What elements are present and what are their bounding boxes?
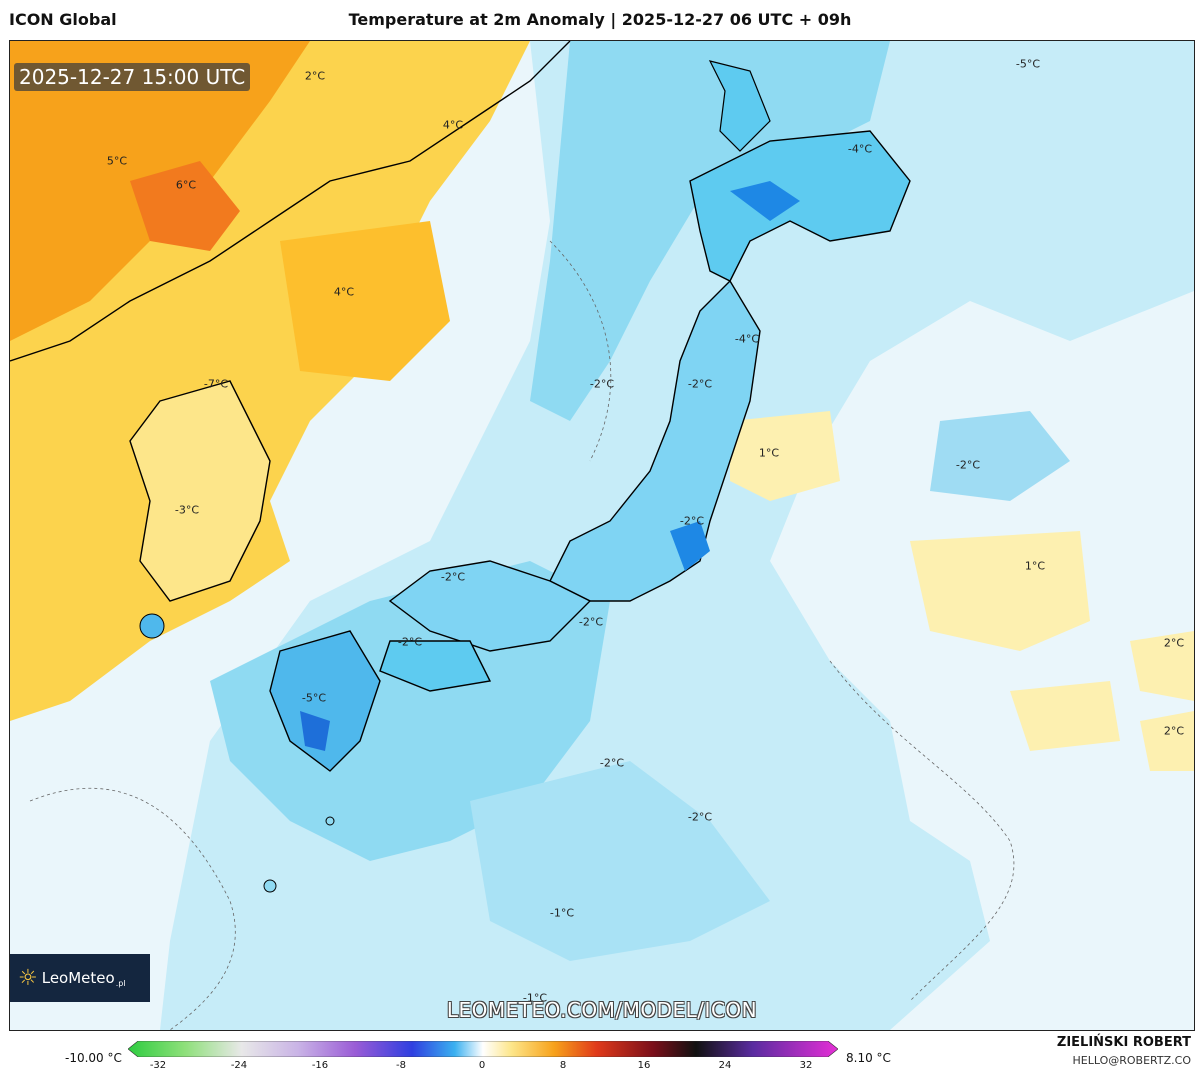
isotherm-label: -2°C [687, 377, 713, 391]
logo-tld: .pl [115, 979, 126, 988]
map-canvas [10, 41, 1194, 1030]
isoline-3 [549, 240, 612, 462]
warm-anomaly-hot [130, 161, 240, 251]
isotherm-label: -2°C [599, 756, 625, 770]
colorbar-tick: 8 [559, 1060, 567, 1071]
isotherm-label: -2°C [440, 570, 466, 584]
mainland-coast [10, 41, 571, 362]
warm-patch-2 [730, 411, 840, 501]
colorbar-min-label: -10.00 °C [65, 1051, 122, 1065]
isotherm-label: -2°C [687, 810, 713, 824]
timestamp-overlay: 2025-12-27 15:00 UTC [14, 63, 251, 91]
isotherm-label: -4°C [847, 142, 873, 156]
isotherm-label: 1°C [1024, 559, 1046, 573]
colorbar-tick: 16 [637, 1060, 651, 1071]
colorbar-tick: 24 [718, 1060, 732, 1071]
hokkaido-deep-cold [730, 181, 800, 221]
cold-anomaly-north [530, 41, 890, 421]
isotherm-label: -7°C [203, 377, 229, 391]
isotherm-label: -5°C [301, 691, 327, 705]
isotherm-label: -5°C [1015, 57, 1041, 71]
isotherm-label: -2°C [679, 514, 705, 528]
model-name: ICON Global [9, 10, 117, 29]
isotherm-label: 4°C [442, 118, 464, 132]
warm-patch-5 [1140, 711, 1194, 771]
isotherm-label: 4°C [333, 285, 355, 299]
isotherm-label: -2°C [397, 635, 423, 649]
jeju-island [139, 613, 165, 639]
colorbar-tick: 32 [799, 1060, 813, 1071]
isotherm-label: 6°C [175, 178, 197, 192]
logo-brand: LeoMeteo [41, 969, 115, 987]
korean-peninsula [129, 380, 271, 602]
colorbar-tick: 0 [478, 1060, 486, 1071]
warm-anomaly-sea [280, 221, 450, 381]
honshu-west [388, 560, 592, 652]
sun-icon: ☼ [18, 965, 38, 991]
isotherm-label: -2°C [955, 458, 981, 472]
colorbar-tick: -16 [311, 1060, 329, 1071]
isotherm-label: 5°C [106, 154, 128, 168]
colorbar-ticks: -32 -24 -16 -8 0 8 16 24 32 [138, 1060, 824, 1074]
warm-patch-4 [1010, 681, 1120, 751]
isotherm-label: -3°C [174, 503, 200, 517]
isotherm-label: -2°C [578, 615, 604, 629]
shikoku [379, 640, 492, 692]
sakhalin [708, 60, 771, 152]
isotherm-label: -1°C [522, 991, 548, 1005]
hokkaido [689, 130, 911, 282]
source-watermark: LEOMETEO.COM/MODEL/ICON [446, 998, 758, 1022]
kanto-deep-cold [670, 521, 710, 571]
colorbar-tick: -24 [230, 1060, 248, 1071]
author-name: ZIELIŃSKI ROBERT [1056, 1035, 1191, 1050]
kyushu-deep-cold [300, 711, 330, 751]
cold-patch-east [930, 411, 1070, 501]
leometeo-logo[interactable]: ☼ LeoMeteo .pl [10, 954, 150, 1002]
okinawa-island [263, 879, 277, 893]
colorbar-tick: -32 [149, 1060, 167, 1071]
map-title: Temperature at 2m Anomaly | 2025-12-27 0… [348, 10, 852, 29]
isotherm-label: -4°C [734, 332, 760, 346]
isotherm-label: -2°C [589, 377, 615, 391]
cold-anomaly-pacific [470, 761, 770, 961]
isotherm-label: 2°C [1163, 724, 1185, 738]
warm-patch-3 [1130, 631, 1194, 701]
author-email[interactable]: HELLO@ROBERTZ.CO [1072, 1054, 1191, 1067]
isotherm-label: 2°C [304, 69, 326, 83]
isotherm-label: 2°C [1163, 636, 1185, 650]
colorbar [128, 1041, 838, 1057]
anomaly-map[interactable]: 2025-12-27 15:00 UTC 2°C 4°C 5°C 6°C 4°C… [9, 40, 1195, 1031]
colorbar-tick: -8 [396, 1060, 406, 1071]
isotherm-label: 1°C [758, 446, 780, 460]
ryukyu-island [325, 816, 335, 826]
isotherm-label: -1°C [549, 906, 575, 920]
warm-patch-1 [910, 531, 1090, 651]
colorbar-max-label: 8.10 °C [846, 1051, 891, 1065]
kyushu [269, 630, 381, 772]
